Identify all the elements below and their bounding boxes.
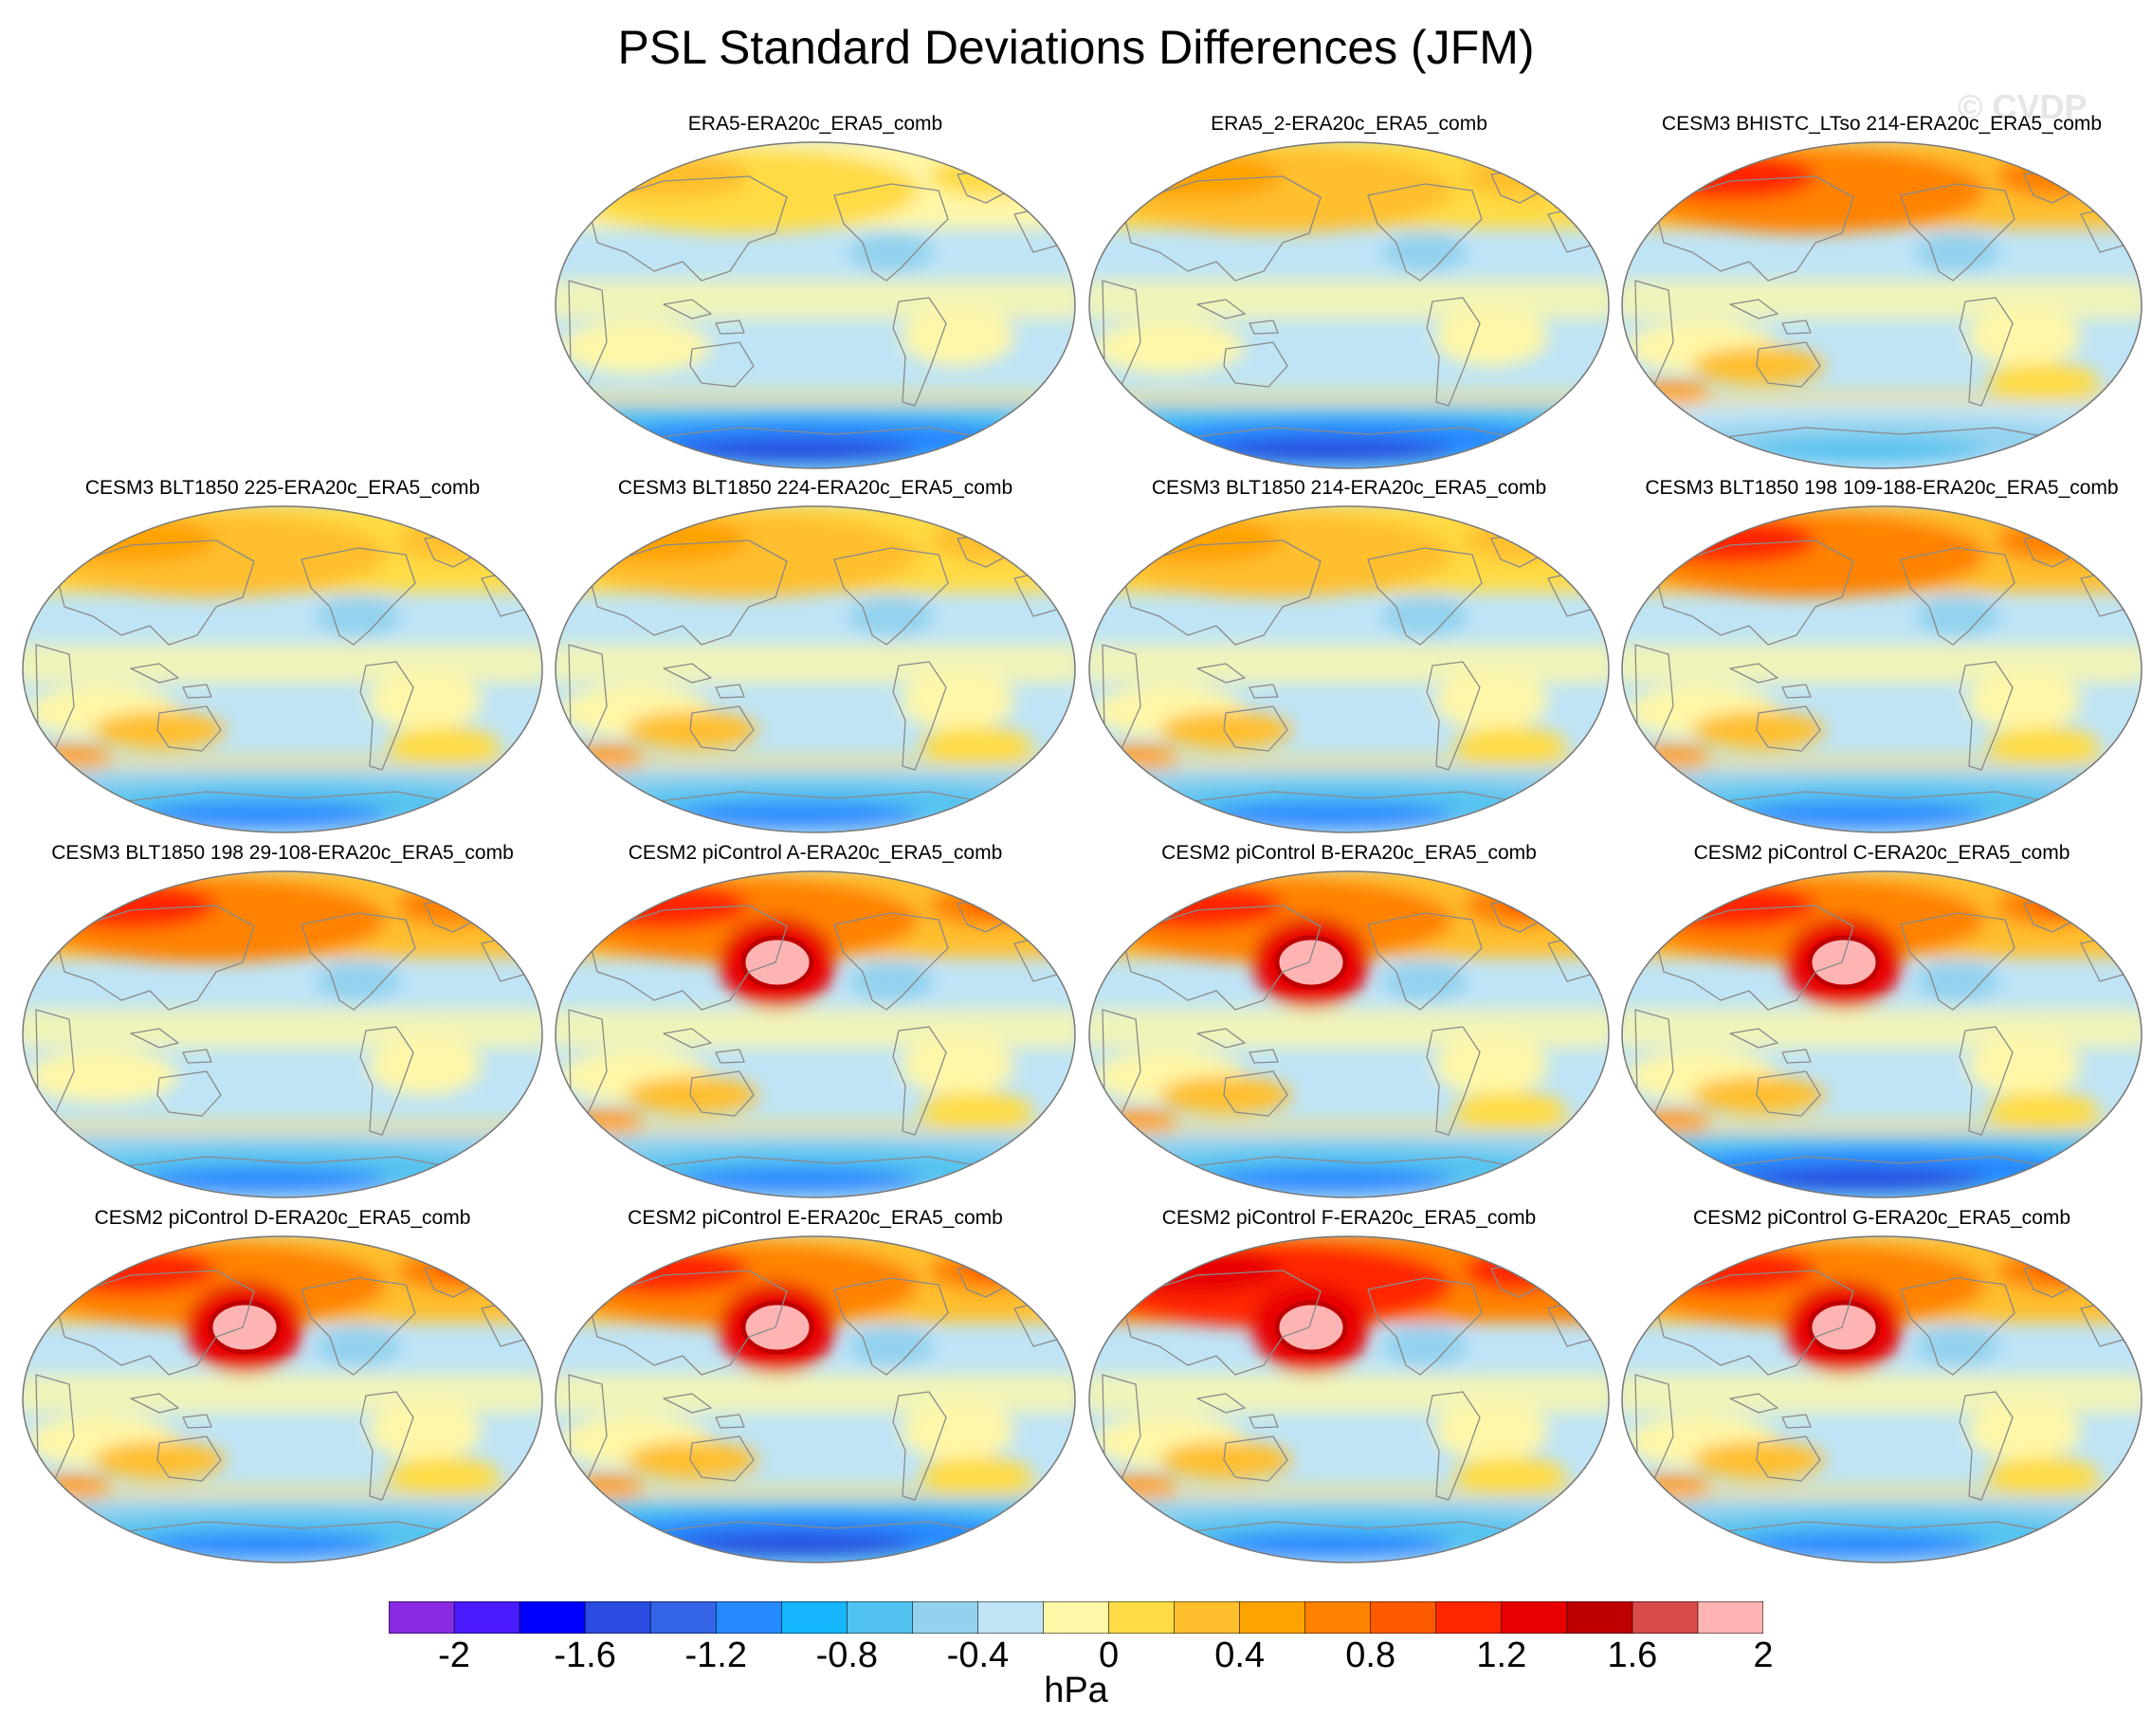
- map-panel: CESM2 piControl E-ERA20c_ERA5_comb: [550, 1206, 1081, 1566]
- colorbar-swatch: [1108, 1601, 1176, 1634]
- contour-map: [22, 870, 543, 1198]
- colorbar-swatch: [1566, 1601, 1633, 1634]
- map-panel: ERA5_2-ERA20c_ERA5_comb: [1084, 112, 1614, 472]
- colorbar-swatch: [1501, 1601, 1568, 1634]
- contour-map: [1088, 505, 1610, 833]
- panel-title: CESM2 piControl G-ERA20c_ERA5_comb: [1693, 1207, 2070, 1229]
- colorbar-swatch: [1435, 1601, 1503, 1634]
- colorbar-swatch: [1697, 1601, 1763, 1634]
- contour-map: [555, 1235, 1076, 1563]
- colorbar-units: hPa: [1044, 1671, 1108, 1710]
- panel-title: ERA5-ERA20c_ERA5_comb: [687, 113, 943, 135]
- map-panel: CESM2 piControl G-ERA20c_ERA5_comb: [1616, 1206, 2147, 1566]
- colorbar-tick-label: -0.4: [946, 1635, 1010, 1675]
- panel-title: CESM2 piControl F-ERA20c_ERA5_comb: [1161, 1207, 1537, 1229]
- contour-map: [555, 141, 1076, 469]
- map-panel: CESM3 BLT1850 198 109-188-ERA20c_ERA5_co…: [1616, 476, 2147, 836]
- colorbar-tick-label: -2: [438, 1635, 470, 1675]
- colorbar-swatch: [1370, 1601, 1437, 1634]
- colorbar-tick-label: 0.8: [1345, 1635, 1396, 1675]
- map-panel: CESM3 BLT1850 198 29-108-ERA20c_ERA5_com…: [17, 841, 548, 1201]
- contour-map: [22, 505, 543, 833]
- colorbar-swatch: [1043, 1601, 1110, 1634]
- map-panel: CESM2 piControl A-ERA20c_ERA5_comb: [550, 841, 1081, 1201]
- panel-title: ERA5_2-ERA20c_ERA5_comb: [1211, 113, 1487, 135]
- map-panel: CESM2 piControl D-ERA20c_ERA5_comb: [17, 1206, 548, 1566]
- colorbar-swatch: [1239, 1601, 1306, 1634]
- figure-title: PSL Standard Deviations Differences (JFM…: [617, 21, 1535, 74]
- colorbar-swatch: [1304, 1601, 1372, 1634]
- colorbar-tick-label: 2: [1753, 1635, 1774, 1675]
- panel-title: CESM2 piControl B-ERA20c_ERA5_comb: [1161, 842, 1537, 864]
- map-panel: CESM2 piControl B-ERA20c_ERA5_comb: [1084, 841, 1614, 1201]
- contour-map: [555, 505, 1076, 833]
- contour-map: [1088, 141, 1610, 469]
- panel-title: CESM2 piControl A-ERA20c_ERA5_comb: [628, 842, 1003, 864]
- contour-map: [1621, 505, 2143, 833]
- map-panel: CESM3 BLT1850 224-ERA20c_ERA5_comb: [550, 476, 1081, 836]
- contour-map: [1088, 1235, 1610, 1563]
- colorbar-swatch: [584, 1601, 651, 1634]
- contour-map: [1621, 1235, 2143, 1563]
- panel-title: CESM2 piControl D-ERA20c_ERA5_comb: [94, 1207, 471, 1229]
- colorbar-tick-label: 1.2: [1476, 1635, 1527, 1675]
- panel-title: CESM2 piControl E-ERA20c_ERA5_comb: [628, 1207, 1003, 1229]
- colorbar-swatch: [649, 1601, 718, 1634]
- colorbar-swatch: [389, 1601, 455, 1634]
- colorbar-tick-label: 0.4: [1214, 1635, 1266, 1675]
- colorbar-tick-label: -0.8: [815, 1635, 879, 1675]
- map-panel: CESM3 BLT1850 214-ERA20c_ERA5_comb: [1084, 476, 1614, 836]
- colorbar-swatch: [519, 1601, 586, 1634]
- panel-title: CESM3 BHISTC_LTso 214-ERA20c_ERA5_comb: [1661, 113, 2103, 135]
- panel-title: CESM2 piControl C-ERA20c_ERA5_comb: [1693, 842, 2070, 864]
- colorbar-tick-label: -1.6: [554, 1635, 616, 1675]
- contour-map: [1621, 141, 2143, 469]
- colorbar-swatch: [977, 1601, 1045, 1634]
- map-panel: CESM2 piControl C-ERA20c_ERA5_comb: [1616, 841, 2147, 1201]
- colorbar-swatch: [453, 1601, 520, 1634]
- colorbar-swatch: [847, 1601, 914, 1634]
- map-panel: ERA5-ERA20c_ERA5_comb: [550, 112, 1081, 472]
- colorbar-tick-label: -1.2: [684, 1635, 747, 1675]
- colorbar-swatch: [912, 1601, 979, 1634]
- panel-title: CESM3 BLT1850 224-ERA20c_ERA5_comb: [617, 477, 1013, 499]
- colorbar-swatch: [780, 1601, 848, 1634]
- colorbar-swatch: [715, 1601, 783, 1634]
- panel-title: CESM3 BLT1850 198 109-188-ERA20c_ERA5_co…: [1645, 477, 2119, 499]
- watermark: © CVDP: [1958, 87, 2088, 126]
- colorbar-tick-label: 1.6: [1607, 1635, 1658, 1675]
- colorbar-swatch: [1174, 1601, 1241, 1634]
- panel-title: CESM3 BLT1850 214-ERA20c_ERA5_comb: [1151, 477, 1547, 499]
- colorbar-tick-label: 0: [1098, 1635, 1120, 1675]
- panel-title: CESM3 BLT1850 198 29-108-ERA20c_ERA5_com…: [51, 842, 514, 864]
- colorbar-swatch: [1632, 1601, 1699, 1634]
- panel-title: CESM3 BLT1850 225-ERA20c_ERA5_comb: [84, 477, 481, 499]
- contour-map: [22, 1235, 543, 1563]
- contour-map: [555, 870, 1076, 1198]
- contour-map: [1621, 870, 2143, 1198]
- contour-map: [1088, 870, 1610, 1198]
- colorbar: [389, 1601, 1763, 1634]
- map-panel: CESM3 BLT1850 225-ERA20c_ERA5_comb: [17, 476, 548, 836]
- map-panel: CESM2 piControl F-ERA20c_ERA5_comb: [1084, 1206, 1614, 1566]
- map-panel: CESM3 BHISTC_LTso 214-ERA20c_ERA5_comb: [1616, 112, 2147, 472]
